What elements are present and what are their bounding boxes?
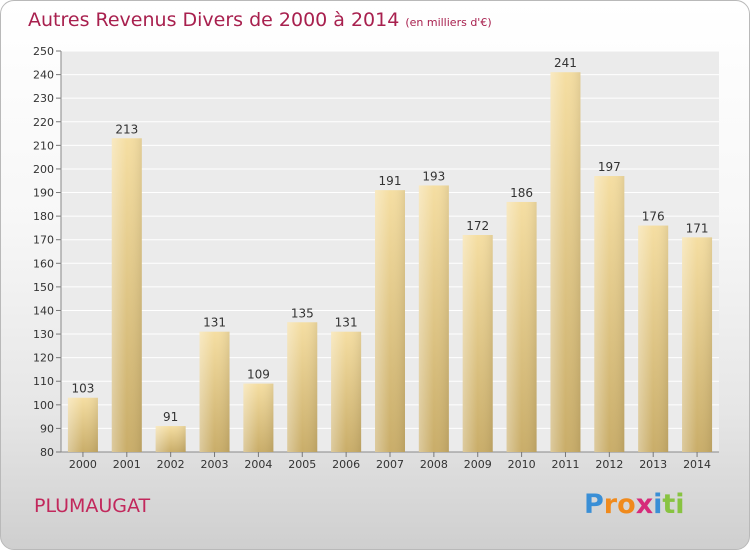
y-tick-label: 240 — [33, 69, 54, 82]
data-label: 131 — [203, 316, 226, 330]
y-tick-label: 150 — [33, 281, 54, 294]
bar-shade — [418, 185, 449, 452]
bar-shade — [682, 237, 713, 452]
bar-shade — [550, 72, 581, 453]
x-tick-label: 2011 — [551, 458, 579, 471]
bar-shade — [243, 383, 274, 452]
bar-shade — [111, 138, 142, 452]
bar-shade — [199, 331, 230, 452]
data-label: 193 — [422, 169, 445, 183]
data-label: 197 — [598, 160, 621, 174]
proxiti-logo: Proxiti — [584, 489, 685, 520]
x-tick-label: 2008 — [420, 458, 448, 471]
bar-shade — [506, 201, 537, 452]
y-tick-label: 190 — [33, 187, 54, 200]
data-label: 213 — [115, 122, 138, 136]
x-tick-label: 2014 — [683, 458, 711, 471]
y-tick-label: 90 — [40, 422, 54, 435]
x-tick-label: 2005 — [288, 458, 316, 471]
data-label: 186 — [510, 186, 533, 200]
x-tick-label: 2006 — [332, 458, 360, 471]
y-tick-label: 230 — [33, 92, 54, 105]
x-tick-label: 2000 — [69, 458, 97, 471]
x-tick-label: 2004 — [244, 458, 272, 471]
data-label: 171 — [686, 221, 709, 235]
bar-shade — [594, 176, 625, 453]
data-label: 131 — [335, 316, 358, 330]
bar-shade — [638, 225, 669, 452]
y-tick-label: 110 — [33, 375, 54, 388]
logo-letter: o — [617, 489, 636, 520]
logo-letter: i — [653, 489, 663, 520]
y-tick-label: 160 — [33, 257, 54, 270]
x-tick-label: 2002 — [157, 458, 185, 471]
x-tick-label: 2003 — [201, 458, 229, 471]
x-tick-label: 2007 — [376, 458, 404, 471]
bar-shade — [287, 322, 318, 452]
logo-letter: P — [584, 489, 604, 520]
x-tick-label: 2001 — [113, 458, 141, 471]
data-label: 172 — [466, 219, 489, 233]
logo-letter: x — [635, 489, 654, 520]
bar-layer: 103 213 91 131 109 135 131 191 193 172 186 241 197 17… — [67, 56, 713, 453]
bar-shade — [67, 397, 98, 452]
bar-shade — [462, 234, 493, 452]
chart-subtitle: (en milliers d'€) — [405, 16, 492, 29]
y-tick-label: 200 — [33, 163, 54, 176]
x-tick-label: 2012 — [595, 458, 623, 471]
axis-layer: 8090100110120130140150160170180190200210… — [33, 45, 719, 471]
bar-shade — [375, 190, 405, 452]
y-tick-label: 120 — [33, 352, 54, 365]
x-tick-label: 2010 — [508, 458, 536, 471]
data-label: 135 — [291, 306, 314, 320]
town-name: PLUMAUGAT — [34, 495, 151, 517]
y-tick-label: 100 — [33, 399, 54, 412]
data-label: 109 — [247, 368, 270, 382]
x-tick-label: 2013 — [639, 458, 667, 471]
y-tick-label: 210 — [33, 139, 54, 152]
y-tick-label: 180 — [33, 210, 54, 223]
logo-letter: i — [675, 489, 685, 520]
data-label: 176 — [642, 210, 665, 224]
x-tick-label: 2009 — [464, 458, 492, 471]
y-tick-label: 250 — [33, 45, 54, 58]
data-label: 91 — [163, 410, 178, 424]
y-tick-label: 170 — [33, 234, 54, 247]
data-label: 241 — [554, 56, 577, 70]
data-label: 103 — [71, 382, 94, 396]
chart-title-text: Autres Revenus Divers de 2000 à 2014 — [28, 9, 400, 31]
y-tick-label: 220 — [33, 116, 54, 129]
chart-title: Autres Revenus Divers de 2000 à 2014 (en … — [28, 9, 492, 31]
y-tick-label: 140 — [33, 304, 54, 317]
logo-letter: t — [662, 489, 676, 520]
data-label: 191 — [379, 174, 402, 188]
bar-shade — [155, 426, 186, 452]
y-tick-label: 80 — [40, 446, 54, 459]
y-tick-label: 130 — [33, 328, 54, 341]
logo-letter: r — [603, 489, 618, 520]
bar-shade — [331, 331, 362, 452]
